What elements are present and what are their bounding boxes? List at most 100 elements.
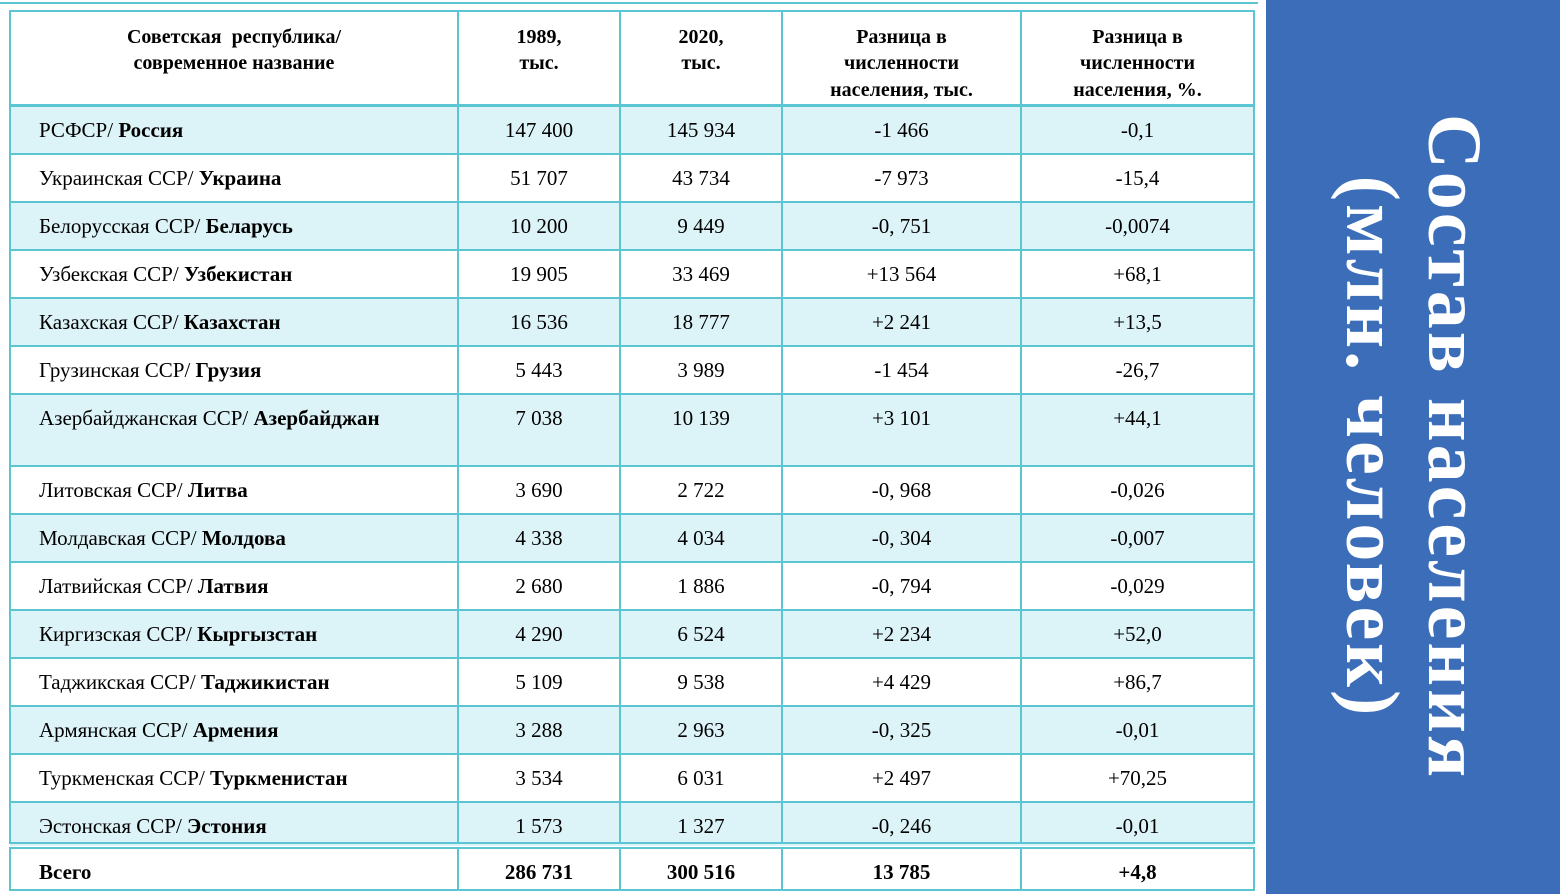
diff-thousands-cell: -0, 794 xyxy=(781,560,1022,611)
diff-thousands-cell: -1 466 xyxy=(781,104,1022,155)
diff-percent-cell: +13,5 xyxy=(1020,296,1255,347)
total-1989-cell: 286 731 xyxy=(457,842,621,891)
table-row: Казахская ССР/ Казахстан 16 536 18 777 +… xyxy=(9,296,1255,347)
soviet-name: Казахская ССР/ xyxy=(39,309,179,334)
table-row: Литовская ССР/ Литва 3 690 2 722 -0, 968… xyxy=(9,464,1255,515)
modern-name: Беларусь xyxy=(205,213,293,238)
modern-name: Литва xyxy=(187,477,248,502)
table-row: Белорусская ССР/ Беларусь 10 200 9 449 -… xyxy=(9,200,1255,251)
table-row: Таджикская ССР/ Таджикистан 5 109 9 538 … xyxy=(9,656,1255,707)
modern-name: Латвия xyxy=(197,573,269,598)
republic-cell: РСФСР/ Россия xyxy=(9,104,459,155)
diff-percent-cell: -15,4 xyxy=(1020,152,1255,203)
modern-name: Казахстан xyxy=(183,309,281,334)
table-row: Азербайджанская ССР/ Азербайджан 7 038 1… xyxy=(9,392,1255,467)
sidebar-title: Состав населения (млн. человек) xyxy=(1266,0,1560,894)
republic-cell: Грузинская ССР/ Грузия xyxy=(9,344,459,395)
top-rule xyxy=(0,2,1258,4)
soviet-name: Украинская ССР/ xyxy=(39,165,194,190)
value-1989-cell: 7 038 xyxy=(457,392,621,467)
diff-thousands-cell: +3 101 xyxy=(781,392,1022,467)
value-2020-cell: 18 777 xyxy=(619,296,783,347)
soviet-name: Грузинская ССР/ xyxy=(39,357,191,382)
soviet-name: Литовская ССР/ xyxy=(39,477,183,502)
republic-cell: Узбекская ССР/ Узбекистан xyxy=(9,248,459,299)
value-1989-cell: 19 905 xyxy=(457,248,621,299)
soviet-name: Узбекская ССР/ xyxy=(39,261,179,286)
total-row: Всего 286 731 300 516 13 785 +4,8 xyxy=(9,842,1255,891)
diff-thousands-cell: +2 497 xyxy=(781,752,1022,803)
header-diff-percent: Разница в численности населения, %. xyxy=(1020,10,1255,108)
population-table: Советская республика/ современное назван… xyxy=(9,10,1255,891)
modern-name: Молдова xyxy=(201,525,286,550)
soviet-name: Туркменская ССР/ xyxy=(39,765,205,790)
table-row: Украинская ССР/ Украина 51 707 43 734 -7… xyxy=(9,152,1255,203)
diff-thousands-cell: +13 564 xyxy=(781,248,1022,299)
table-row: Армянская ССР/ Армения 3 288 2 963 -0, 3… xyxy=(9,704,1255,755)
modern-name: Грузия xyxy=(195,357,262,382)
modern-name: Узбекистан xyxy=(183,261,293,286)
diff-thousands-cell: -7 973 xyxy=(781,152,1022,203)
soviet-name: Белорусская ССР/ xyxy=(39,213,201,238)
soviet-name: Молдавская ССР/ xyxy=(39,525,197,550)
republic-cell: Казахская ССР/ Казахстан xyxy=(9,296,459,347)
value-1989-cell: 16 536 xyxy=(457,296,621,347)
republic-cell: Таджикская ССР/ Таджикистан xyxy=(9,656,459,707)
soviet-name: Латвийская ССР/ xyxy=(39,573,193,598)
soviet-name: РСФСР/ xyxy=(39,118,114,143)
header-republic: Советская республика/ современное назван… xyxy=(9,10,459,108)
diff-thousands-cell: +2 241 xyxy=(781,296,1022,347)
republic-cell: Армянская ССР/ Армения xyxy=(9,704,459,755)
value-2020-cell: 2 722 xyxy=(619,464,783,515)
republic-cell: Белорусская ССР/ Беларусь xyxy=(9,200,459,251)
value-1989-cell: 3 534 xyxy=(457,752,621,803)
value-1989-cell: 10 200 xyxy=(457,200,621,251)
value-1989-cell: 1 573 xyxy=(457,800,621,847)
sidebar-title-line1: Состав населения xyxy=(1412,113,1497,781)
soviet-name: Азербайджанская ССР/ xyxy=(39,405,249,430)
value-2020-cell: 10 139 xyxy=(619,392,783,467)
total-label-cell: Всего xyxy=(9,842,459,891)
modern-name: Таджикистан xyxy=(200,669,330,694)
soviet-name: Армянская ССР/ xyxy=(39,717,188,742)
sidebar-banner: Состав населения (млн. человек) xyxy=(1266,0,1560,894)
modern-name: Украина xyxy=(198,165,282,190)
republic-cell: Эстонская ССР/ Эстония xyxy=(9,800,459,847)
value-2020-cell: 33 469 xyxy=(619,248,783,299)
table-row: Грузинская ССР/ Грузия 5 443 3 989 -1 45… xyxy=(9,344,1255,395)
diff-percent-cell: +70,25 xyxy=(1020,752,1255,803)
value-2020-cell: 6 031 xyxy=(619,752,783,803)
diff-thousands-cell: -0, 968 xyxy=(781,464,1022,515)
header-1989: 1989, тыс. xyxy=(457,10,621,108)
value-2020-cell: 6 524 xyxy=(619,608,783,659)
value-2020-cell: 9 449 xyxy=(619,200,783,251)
diff-percent-cell: +44,1 xyxy=(1020,392,1255,467)
diff-thousands-cell: -1 454 xyxy=(781,344,1022,395)
table-row: Туркменская ССР/ Туркменистан 3 534 6 03… xyxy=(9,752,1255,803)
diff-percent-cell: -0,026 xyxy=(1020,464,1255,515)
table-row: Киргизская ССР/ Кыргызстан 4 290 6 524 +… xyxy=(9,608,1255,659)
soviet-name: Таджикская ССР/ xyxy=(39,669,196,694)
diff-percent-cell: -0,0074 xyxy=(1020,200,1255,251)
table-row: Латвийская ССР/ Латвия 2 680 1 886 -0, 7… xyxy=(9,560,1255,611)
diff-percent-cell: -0,029 xyxy=(1020,560,1255,611)
diff-percent-cell: +86,7 xyxy=(1020,656,1255,707)
soviet-name: Киргизская ССР/ xyxy=(39,621,192,646)
republic-cell: Украинская ССР/ Украина xyxy=(9,152,459,203)
header-row: Советская республика/ современное назван… xyxy=(9,10,1255,108)
sidebar-title-line2: (млн. человек) xyxy=(1330,175,1414,719)
table-row: Эстонская ССР/ Эстония 1 573 1 327 -0, 2… xyxy=(9,800,1255,847)
republic-cell: Азербайджанская ССР/ Азербайджан xyxy=(9,392,459,467)
soviet-name: Эстонская ССР/ xyxy=(39,813,182,838)
value-1989-cell: 147 400 xyxy=(457,104,621,155)
diff-percent-cell: -0,01 xyxy=(1020,704,1255,755)
modern-name: Армения xyxy=(192,717,279,742)
table-row: РСФСР/ Россия 147 400 145 934 -1 466 -0,… xyxy=(9,104,1255,155)
value-1989-cell: 3 288 xyxy=(457,704,621,755)
value-1989-cell: 5 443 xyxy=(457,344,621,395)
header-2020: 2020, тыс. xyxy=(619,10,783,108)
value-1989-cell: 51 707 xyxy=(457,152,621,203)
republic-cell: Латвийская ССР/ Латвия xyxy=(9,560,459,611)
modern-name: Туркменистан xyxy=(210,765,348,790)
